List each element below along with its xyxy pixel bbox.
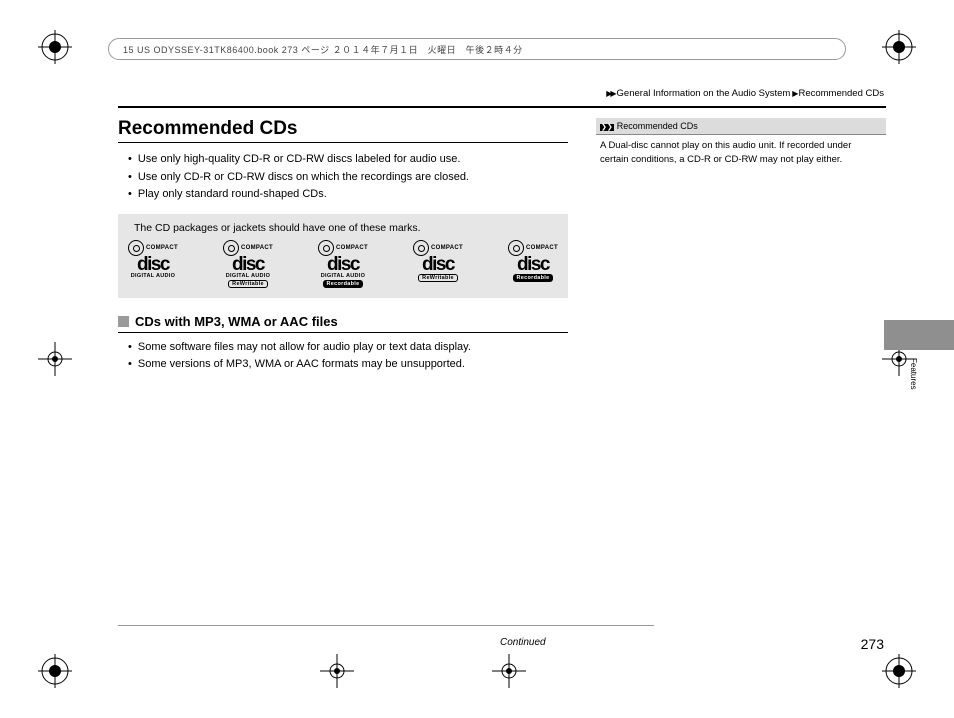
breadcrumb-part2: Recommended CDs xyxy=(798,88,884,99)
crop-mark-icon xyxy=(38,342,72,376)
chevron-icon: ▶ xyxy=(792,89,796,98)
list-item: Use only CD-R or CD-RW discs on which th… xyxy=(118,169,568,187)
section-tab xyxy=(884,320,954,350)
list-item: Play only standard round-shaped CDs. xyxy=(118,186,568,204)
doc-header: 15 US ODYSSEY-31TK86400.book 273 ページ ２０１… xyxy=(108,38,846,60)
logo-box-caption: The CD packages or jackets should have o… xyxy=(128,222,558,234)
crop-mark-icon xyxy=(492,654,526,688)
crop-mark-icon xyxy=(882,654,916,688)
crop-mark-icon xyxy=(882,30,916,64)
list-item: Use only high-quality CD-R or CD-RW disc… xyxy=(118,151,568,169)
divider xyxy=(118,106,886,108)
compact-disc-logo: COMPACTdiscRecordable xyxy=(508,240,558,288)
chevron-icon: ▶▶ xyxy=(606,89,614,98)
compact-disc-logo: COMPACTdiscDIGITAL AUDIOReWritable xyxy=(223,240,273,288)
compact-disc-logo: COMPACTdiscReWritable xyxy=(413,240,463,288)
sub-bullet-list: Some software files may not allow for au… xyxy=(118,339,568,374)
page-number: 273 xyxy=(861,636,884,652)
crop-mark-icon xyxy=(320,654,354,688)
cd-logo-box: The CD packages or jackets should have o… xyxy=(118,214,568,298)
compact-disc-logo: COMPACTdiscDIGITAL AUDIORecordable xyxy=(318,240,368,288)
crop-mark-icon xyxy=(38,30,72,64)
crop-mark-icon xyxy=(38,654,72,688)
square-bullet-icon xyxy=(118,316,129,327)
list-item: Some software files may not allow for au… xyxy=(118,339,568,357)
main-bullet-list: Use only high-quality CD-R or CD-RW disc… xyxy=(118,151,568,204)
subheading: CDs with MP3, WMA or AAC files xyxy=(135,314,338,329)
page-title: Recommended CDs xyxy=(118,118,568,143)
double-chevron-icon: ❯❯ xyxy=(600,124,614,131)
sidebar-header-text: Recommended CDs xyxy=(617,121,698,131)
breadcrumb-part1: General Information on the Audio System xyxy=(617,88,791,99)
breadcrumb: ▶▶General Information on the Audio Syste… xyxy=(606,88,884,99)
compact-disc-logo: COMPACTdiscDIGITAL AUDIO xyxy=(128,240,178,288)
sidebar-header: ❯❯Recommended CDs xyxy=(596,118,886,135)
doc-header-text: 15 US ODYSSEY-31TK86400.book 273 ページ ２０１… xyxy=(123,43,523,56)
sidebar-body: A Dual-disc cannot play on this audio un… xyxy=(596,139,886,167)
list-item: Some versions of MP3, WMA or AAC formats… xyxy=(118,356,568,374)
section-tab-label: Features xyxy=(909,358,918,390)
continued-label: Continued xyxy=(500,637,546,648)
divider xyxy=(118,625,654,626)
subheading-row: CDs with MP3, WMA or AAC files xyxy=(118,314,568,333)
